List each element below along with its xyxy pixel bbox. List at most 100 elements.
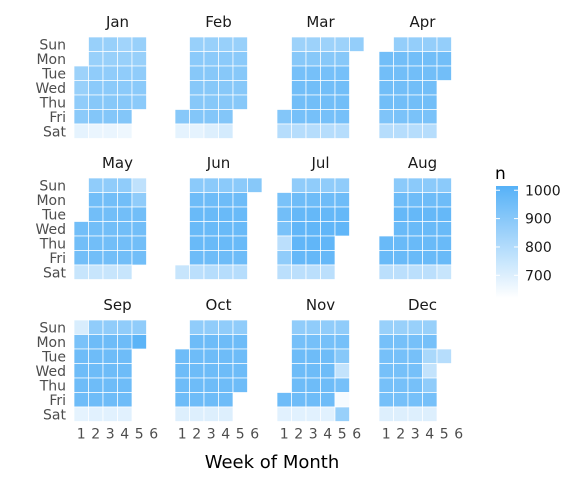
heat-cell: [174, 109, 190, 125]
heat-cell: [203, 94, 219, 110]
heat-cell: [203, 264, 219, 280]
heat-cell: [276, 392, 292, 408]
heat-cell: [189, 235, 205, 251]
weekday-label: Wed: [35, 222, 66, 238]
heat-cell: [218, 123, 234, 139]
heat-cell: [117, 221, 133, 237]
heat-cell: [88, 123, 104, 139]
panel-title: Feb: [205, 13, 232, 31]
heat-cell: [378, 363, 394, 379]
heat-cell: [305, 177, 321, 193]
month-panel-jul: Jul: [276, 154, 350, 280]
panels-layer: Jan Feb Mar Apr May Jun Jul Aug Sep Oct Nov Dec: [73, 13, 452, 422]
heat-cell: [117, 334, 133, 350]
heat-cell: [73, 109, 89, 125]
week-tick-label: 4: [323, 427, 332, 443]
heat-cell: [334, 94, 350, 110]
month-panel-aug: Aug: [378, 154, 452, 280]
heat-cell: [102, 250, 118, 266]
heat-cell: [203, 250, 219, 266]
heat-cell: [203, 109, 219, 125]
heat-cell: [305, 363, 321, 379]
heat-cell: [407, 206, 423, 222]
heat-cell: [102, 392, 118, 408]
heat-cell: [276, 192, 292, 208]
heat-cell: [378, 123, 394, 139]
heat-cell: [407, 36, 423, 52]
heat-cell: [334, 319, 350, 335]
heat-cell: [407, 94, 423, 110]
heat-cell: [291, 51, 307, 67]
legend: n 1000 900 800 700: [495, 164, 561, 298]
heat-cell: [291, 94, 307, 110]
heat-cell: [73, 235, 89, 251]
heat-cell: [378, 319, 394, 335]
heat-cell: [305, 406, 321, 422]
heat-cell: [393, 36, 409, 52]
heat-cell: [232, 348, 248, 364]
heat-cell: [218, 94, 234, 110]
heat-cell: [131, 36, 147, 52]
heat-cell: [117, 94, 133, 110]
heat-cell: [291, 206, 307, 222]
heat-cell: [407, 109, 423, 125]
heat-cell: [291, 109, 307, 125]
legend-tick-label: 900: [525, 212, 552, 228]
heat-cell: [378, 392, 394, 408]
month-panel-jun: Jun: [174, 154, 263, 280]
heat-cell: [102, 36, 118, 52]
heat-cell: [320, 250, 336, 266]
weekday-label: Fri: [49, 110, 66, 126]
heat-cell: [88, 250, 104, 266]
heat-cell: [189, 348, 205, 364]
heat-cell: [334, 123, 350, 139]
heat-cell: [407, 348, 423, 364]
heat-cell: [349, 36, 365, 52]
week-tick-label: 6: [352, 427, 361, 443]
heat-cell: [218, 406, 234, 422]
weekday-label: Sat: [43, 265, 66, 281]
heat-cell: [422, 109, 438, 125]
heat-cell: [291, 363, 307, 379]
week-tick-label: 5: [338, 427, 347, 443]
heat-cell: [305, 235, 321, 251]
heat-cell: [102, 334, 118, 350]
week-tick-label: 4: [425, 427, 434, 443]
heat-cell: [88, 94, 104, 110]
heat-cell: [393, 319, 409, 335]
week-tick-label: 5: [135, 427, 144, 443]
legend-title: n: [495, 164, 506, 184]
heat-cell: [117, 109, 133, 125]
heat-cell: [393, 348, 409, 364]
heat-cell: [174, 406, 190, 422]
weekday-label: Sun: [39, 178, 66, 194]
heat-cell: [88, 235, 104, 251]
heat-cell: [102, 406, 118, 422]
heat-cell: [422, 235, 438, 251]
heat-cell: [320, 65, 336, 81]
heat-cell: [117, 250, 133, 266]
heat-cell: [291, 377, 307, 393]
heat-cell: [436, 264, 452, 280]
heat-cell: [189, 123, 205, 139]
heat-cell: [378, 235, 394, 251]
heat-cell: [334, 80, 350, 96]
heat-cell: [218, 319, 234, 335]
heat-cell: [407, 406, 423, 422]
heat-cell: [131, 94, 147, 110]
weekday-label: Fri: [49, 251, 66, 267]
heat-cell: [276, 206, 292, 222]
panel-title: Jun: [206, 154, 230, 172]
heat-cell: [291, 36, 307, 52]
heat-cell: [378, 406, 394, 422]
heat-cell: [407, 392, 423, 408]
month-panel-sep: Sep: [73, 296, 147, 422]
heat-cell: [203, 319, 219, 335]
heat-cell: [393, 177, 409, 193]
heat-cell: [102, 123, 118, 139]
panel-title: Jul: [310, 154, 329, 172]
heat-cell: [189, 363, 205, 379]
heat-cell: [334, 36, 350, 52]
heat-cell: [378, 80, 394, 96]
heat-cell: [88, 334, 104, 350]
